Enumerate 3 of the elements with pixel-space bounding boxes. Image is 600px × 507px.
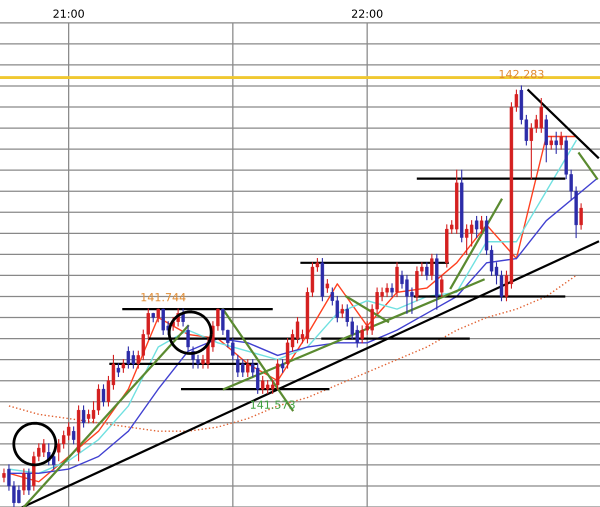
x-tick-label: 22:00 [352, 9, 382, 18]
x-tick-label: 21:00 [53, 9, 84, 18]
annotation: 141.744 [141, 293, 186, 302]
